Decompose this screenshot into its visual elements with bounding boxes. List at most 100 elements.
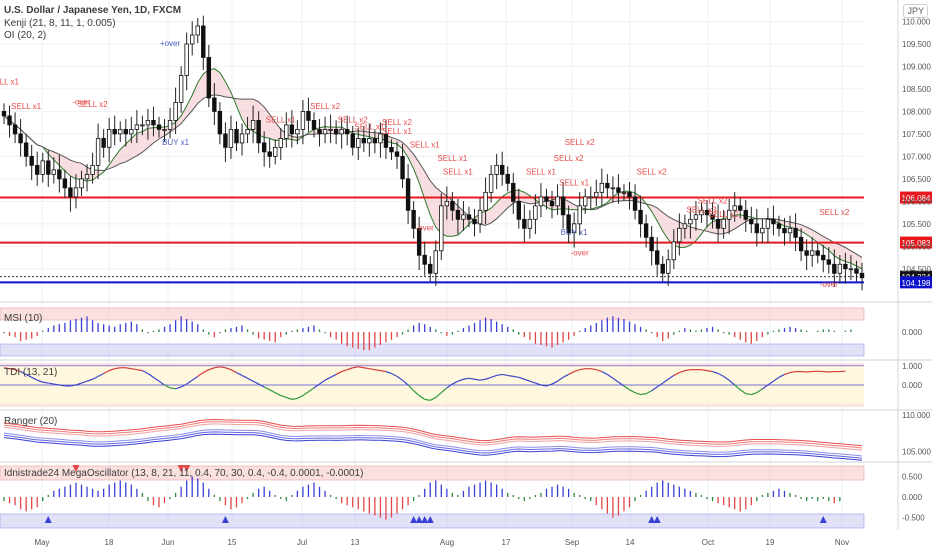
signal-label: SELL x2 bbox=[819, 208, 849, 217]
signal-label: SELL x2 bbox=[78, 100, 108, 109]
candle-body bbox=[782, 227, 787, 234]
tdi-line-segment bbox=[452, 380, 459, 385]
candle-body bbox=[190, 34, 195, 45]
tdi-line-segment bbox=[37, 379, 43, 383]
signal-label: -over bbox=[571, 248, 590, 257]
candle-body bbox=[544, 196, 549, 202]
tdi-line-segment bbox=[463, 377, 470, 380]
candle-body bbox=[621, 191, 627, 194]
tdi-line-segment bbox=[751, 392, 758, 396]
candle-body bbox=[776, 223, 782, 229]
tdi-line-segment bbox=[773, 376, 780, 382]
tdi-line-segment bbox=[9, 368, 16, 371]
candle-body bbox=[129, 128, 134, 135]
tdi-line-segment bbox=[579, 368, 586, 371]
triangle-up-signal bbox=[410, 516, 418, 523]
tdi-line-segment bbox=[186, 379, 193, 385]
ranger-line bbox=[3, 418, 863, 447]
panel-tdi bbox=[0, 363, 864, 407]
tdi-line-segment bbox=[352, 366, 359, 369]
indicator-legend-kenji[interactable]: Kenji (21, 8, 11, 1, 0.005) bbox=[4, 18, 116, 29]
candle-body bbox=[73, 187, 79, 198]
tdi-line-segment bbox=[31, 376, 38, 381]
tdi-line-segment bbox=[103, 370, 110, 375]
currency-badge[interactable]: JPY bbox=[903, 4, 928, 18]
candle-body bbox=[389, 146, 394, 153]
candle-body bbox=[588, 196, 593, 199]
triangle-up-signal bbox=[44, 516, 52, 523]
x-axis: May 18 Jun 15 Jul 13 Aug 17 Sep 14 Oct 19 Nov bbox=[34, 538, 849, 547]
tdi-line-segment bbox=[568, 371, 575, 375]
signal-label: SELL x2 bbox=[709, 210, 739, 219]
candle-body bbox=[184, 43, 189, 76]
y-tick-label: 109.000 bbox=[902, 62, 931, 71]
x-tick-label: 15 bbox=[228, 538, 237, 547]
indicator-legend-tdi[interactable]: TDI (13, 21) bbox=[4, 367, 58, 378]
tdi-line-segment bbox=[573, 369, 580, 373]
triangle-up-signal bbox=[221, 516, 229, 523]
y-tick-label: 0.000 bbox=[902, 493, 923, 502]
candle-body bbox=[660, 263, 665, 274]
x-tick-label: Sep bbox=[565, 538, 580, 547]
indicator-legend-ranger[interactable]: Ranger (20) bbox=[4, 416, 58, 427]
triangle-up-signal bbox=[415, 516, 423, 523]
x-tick-label: 19 bbox=[766, 538, 775, 547]
signal-label: -over bbox=[416, 224, 435, 233]
tdi-line-segment bbox=[81, 380, 88, 384]
candle-body bbox=[156, 124, 162, 130]
tdi-line-segment bbox=[418, 395, 426, 400]
tdi-line-segment bbox=[208, 367, 215, 371]
tdi-line-segment bbox=[324, 376, 331, 381]
tdi-line-segment bbox=[413, 390, 420, 396]
kenji-cloud bbox=[4, 68, 862, 269]
tdi-line-segment bbox=[330, 373, 337, 378]
price-level-tag bbox=[900, 191, 932, 204]
tdi-line-segment bbox=[274, 392, 282, 397]
candle-body bbox=[167, 120, 173, 130]
ranger-line bbox=[3, 429, 863, 457]
signal-label: SELL x2 bbox=[310, 102, 340, 111]
tdi-line-segment bbox=[706, 370, 713, 373]
tdi-line-segment bbox=[723, 375, 730, 381]
tdi-line-segment bbox=[767, 380, 774, 386]
y-tick-label: -0.500 bbox=[902, 514, 925, 523]
right-axis: 110.000 109.500 109.000 108.500 108.000 107.5… bbox=[897, 0, 931, 530]
tdi-line-segment bbox=[225, 367, 232, 371]
candle-body bbox=[112, 128, 117, 135]
candle-body bbox=[809, 250, 815, 256]
candle-body bbox=[499, 164, 505, 175]
y-tick-label: 104.500 bbox=[902, 265, 931, 274]
x-tick-label: Nov bbox=[835, 538, 849, 547]
tdi-line-segment bbox=[280, 394, 287, 399]
y-tick-label: 107.000 bbox=[902, 152, 931, 161]
signal-label: SELL x2 bbox=[338, 116, 368, 125]
tdi-line-segment bbox=[114, 367, 121, 370]
candle-body bbox=[234, 128, 239, 144]
indicator-legend-oi[interactable]: OI (20, 2) bbox=[4, 30, 47, 41]
candle-body bbox=[643, 223, 649, 238]
candle-body bbox=[555, 196, 560, 207]
signal-label: SELL x1 bbox=[382, 127, 412, 136]
candle-body bbox=[84, 173, 90, 180]
candle-body bbox=[815, 250, 820, 256]
tdi-line-segment bbox=[86, 378, 93, 382]
candle-body bbox=[566, 214, 571, 234]
tdi-line-segment bbox=[612, 377, 619, 383]
tdi-line-segment bbox=[513, 375, 519, 378]
x-tick-label: Aug bbox=[440, 538, 454, 547]
candle-body bbox=[223, 133, 228, 148]
candle-body bbox=[273, 146, 278, 157]
kenji-fast-line bbox=[3, 68, 863, 270]
tdi-line-segment bbox=[20, 371, 27, 375]
candle-body bbox=[361, 137, 367, 144]
candle-body bbox=[333, 128, 339, 135]
triangle-up-signal bbox=[653, 516, 661, 523]
indicator-legend-msi[interactable]: MSI (10) bbox=[4, 313, 43, 324]
tdi-line-segment bbox=[762, 384, 769, 390]
tdi-line-segment bbox=[518, 376, 525, 380]
tdi-line-segment bbox=[684, 369, 691, 372]
indicator-legend-mega[interactable]: Idnistrade24 MegaOscillator (13, 8, 21, … bbox=[4, 468, 364, 479]
y-tick-label: 108.500 bbox=[902, 85, 931, 94]
candle-body bbox=[40, 160, 45, 175]
tdi-line-segment bbox=[551, 380, 558, 385]
